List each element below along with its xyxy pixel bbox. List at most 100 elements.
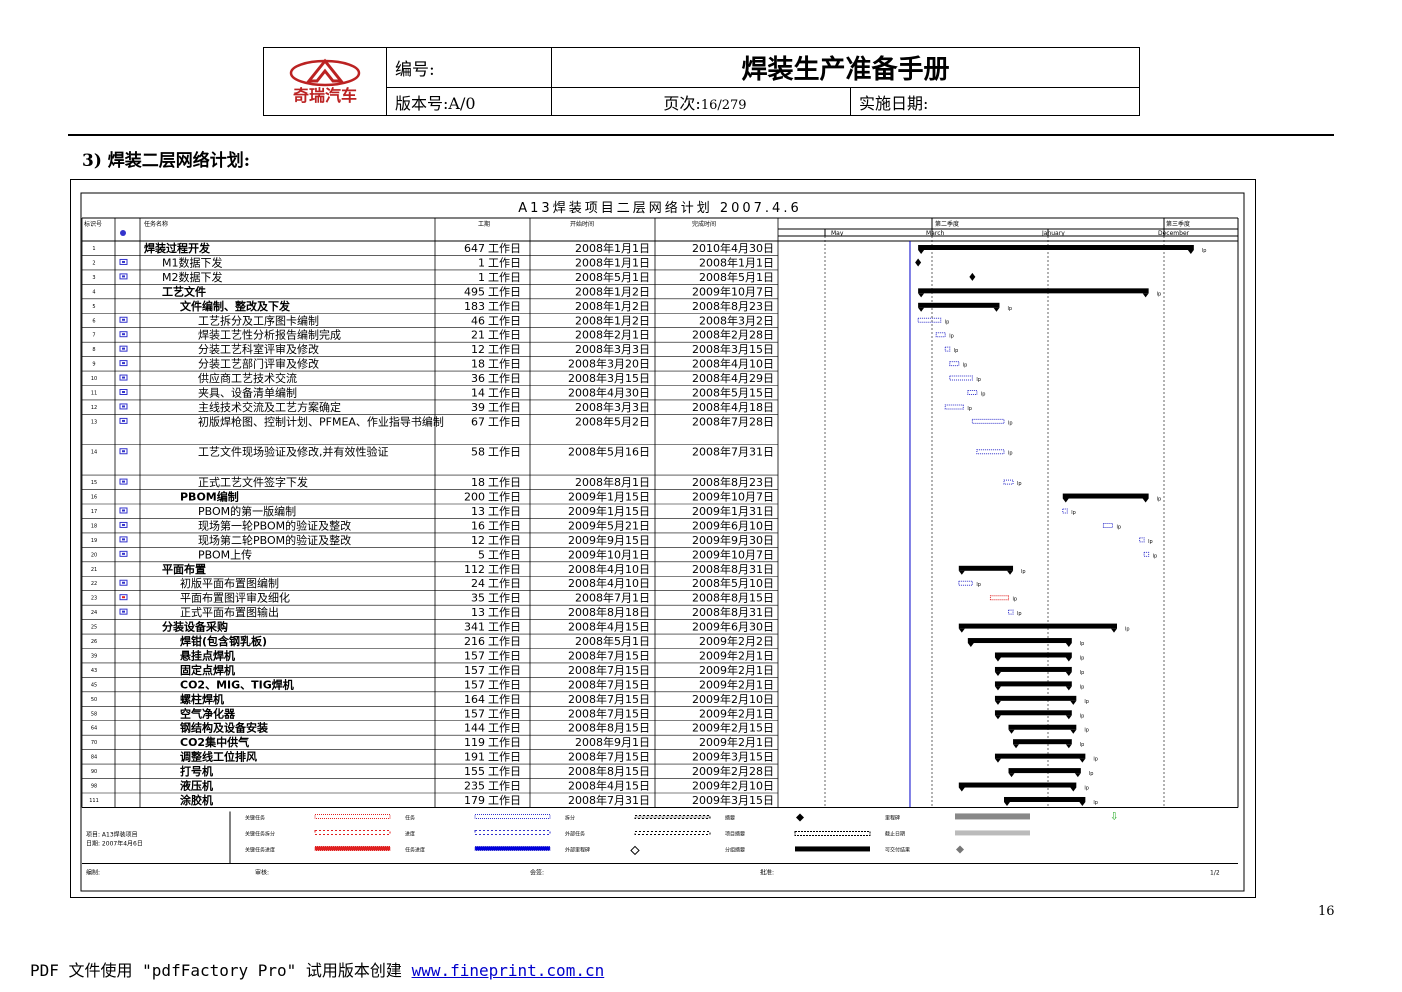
task-duration: 164	[464, 693, 485, 706]
task-start: 2008年8月18日	[568, 605, 650, 619]
legend-label: 进度	[405, 830, 415, 837]
task-name: 初版平面布置图编制	[180, 576, 279, 590]
summary-cap	[994, 657, 1001, 662]
summary-cap	[1013, 744, 1020, 749]
notes-icon-mark	[122, 610, 125, 613]
task-duration-unit: 工作日	[488, 271, 521, 284]
task-id: 19	[91, 538, 97, 544]
task-finish: 2009年2月1日	[699, 648, 774, 662]
task-bar	[967, 390, 978, 395]
notes-icon-mark	[122, 405, 125, 408]
task-start: 2008年5月2日	[575, 414, 650, 428]
task-duration-unit: 工作日	[488, 519, 521, 532]
task-start: 2008年5月1日	[575, 270, 650, 284]
task-duration: 157	[464, 707, 485, 720]
task-finish: 2009年2月10日	[692, 692, 774, 706]
bar-resource-label: lp	[1125, 627, 1130, 633]
task-start: 2009年1月15日	[568, 504, 650, 518]
task-duration: 157	[464, 649, 485, 662]
legend-label: 摘要	[725, 814, 735, 821]
summary-cap	[1065, 643, 1072, 648]
task-duration-unit: 工作日	[488, 780, 521, 793]
bar-resource-label: lp	[1153, 553, 1158, 559]
summary-cap	[1007, 570, 1014, 575]
task-bar	[958, 580, 973, 586]
task-finish: 2008年4月10日	[692, 357, 774, 371]
col-header-start: 开始时间	[570, 220, 594, 228]
timeline-month: January	[1041, 230, 1065, 237]
task-id: 21	[91, 567, 97, 573]
summary-bar	[994, 753, 1086, 759]
task-id: 9	[92, 362, 95, 368]
task-id: 25	[91, 625, 97, 631]
summary-cap	[967, 643, 974, 648]
bar-resource-label: lp	[1093, 757, 1098, 763]
task-duration: 191	[464, 751, 485, 764]
task-finish: 2009年3月15日	[692, 750, 774, 764]
task-finish: 2009年10月7日	[692, 284, 774, 298]
task-bar	[944, 404, 964, 410]
task-duration: 13	[471, 606, 485, 619]
bar-resource-label: lp	[1080, 713, 1085, 719]
footer-link[interactable]: www.fineprint.com.cn	[411, 961, 605, 980]
task-finish: 2009年9月30日	[692, 533, 774, 547]
col-header-id: 标识号	[84, 220, 102, 228]
task-id: 11	[91, 391, 97, 397]
task-bar	[935, 332, 946, 338]
task-id: 45	[91, 682, 97, 688]
task-bar	[1102, 522, 1113, 528]
task-name: 分装工艺科室评审及修改	[198, 342, 319, 356]
task-duration: 200	[464, 491, 485, 504]
task-bar	[1003, 479, 1014, 485]
legend-label: 截止日期	[885, 830, 905, 837]
milestone-diamond	[915, 258, 922, 267]
task-name: PBOM上传	[198, 548, 252, 561]
task-duration: 144	[464, 722, 485, 735]
task-name: 空气净化器	[180, 706, 236, 720]
task-name: 悬挂点焊机	[179, 648, 235, 662]
legend-swatch	[796, 813, 804, 822]
legend-label: 可交付结果	[885, 846, 910, 853]
task-id: 10	[91, 376, 97, 382]
task-duration: 157	[464, 678, 485, 691]
task-start: 2008年3月3日	[575, 400, 650, 414]
bar-resource-label: lp	[963, 363, 968, 369]
task-start: 2008年1月1日	[575, 241, 650, 255]
task-finish: 2009年3月15日	[692, 793, 774, 807]
task-name: 分装工艺部门评审及修改	[198, 357, 319, 371]
task-name: 主线技术交流及工艺方案确定	[198, 400, 341, 414]
task-id: 7	[92, 333, 95, 339]
task-id: 50	[91, 697, 97, 703]
task-duration: 58	[471, 446, 485, 459]
summary-cap	[993, 307, 1000, 312]
summary-cap	[1008, 773, 1015, 778]
task-start: 2008年7月15日	[568, 706, 650, 720]
task-start: 2008年4月15日	[568, 620, 650, 634]
task-finish: 2008年4月29日	[692, 371, 774, 385]
task-start: 2008年3月20日	[568, 357, 650, 371]
task-duration-unit: 工作日	[488, 387, 521, 400]
task-name: 工艺文件现场验证及修改,并有效性验证	[198, 445, 389, 459]
legend-label: 关键任务	[245, 814, 265, 821]
bar-resource-label: lp	[1116, 524, 1121, 530]
bar-resource-label: lp	[1157, 291, 1162, 297]
task-duration-unit: 工作日	[488, 534, 521, 547]
bar-resource-label: lp	[1071, 510, 1076, 516]
legend-label: 外部里程碑	[565, 846, 590, 853]
number-label: 编号:	[386, 47, 552, 88]
task-name: 平面布置图评审及细化	[180, 591, 290, 605]
task-name: 涂胶机	[180, 793, 213, 807]
task-duration-unit: 工作日	[488, 736, 521, 749]
gantt-title: A13焊装项目二层网络计划 2007.4.6	[518, 200, 801, 216]
legend-swatch	[795, 846, 870, 852]
task-duration: 46	[471, 314, 485, 327]
task-id: 64	[91, 726, 97, 732]
task-duration: 35	[471, 592, 485, 605]
task-id: 15	[91, 480, 97, 486]
task-finish: 2009年2月1日	[699, 677, 774, 691]
task-finish: 2008年8月15日	[692, 591, 774, 605]
notes-icon-mark	[122, 552, 125, 555]
task-id: 1	[92, 246, 95, 252]
task-start: 2008年3月3日	[575, 342, 650, 356]
task-duration-unit: 工作日	[488, 592, 521, 605]
